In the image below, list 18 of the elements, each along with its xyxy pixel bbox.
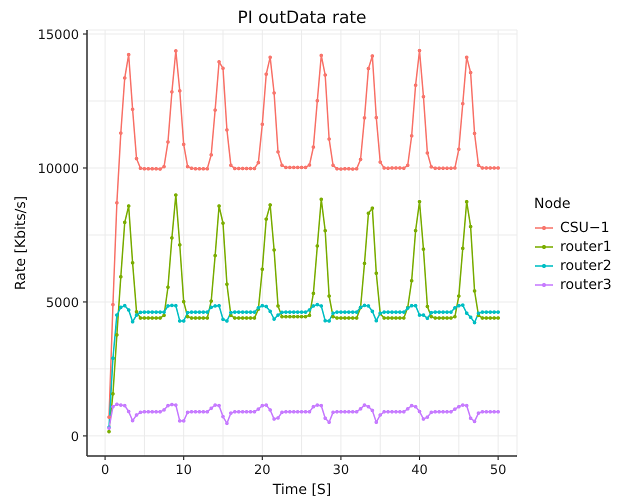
legend-label: router3 <box>560 276 612 292</box>
x-tick-label: 30 <box>332 463 350 478</box>
y-tick-label: 0 <box>70 430 79 445</box>
legend-label: CSU−1 <box>560 220 610 236</box>
legend-label: router2 <box>560 258 612 274</box>
y-tick-label: 5000 <box>46 296 79 311</box>
x-tick-label: 10 <box>175 463 192 478</box>
x-axis-title: Time [S] <box>272 482 332 496</box>
x-tick-label: 40 <box>411 463 428 478</box>
legend-title: Node <box>534 196 572 212</box>
legend-label: router1 <box>560 238 612 254</box>
x-tick-label: 0 <box>100 463 110 478</box>
x-tick-label: 20 <box>254 463 271 478</box>
chart-title: PI outData rate <box>236 8 368 28</box>
x-tick-label: 50 <box>490 463 506 478</box>
y-tick-label: 15000 <box>38 28 79 44</box>
y-axis-title: Rate [Kbits/s] <box>12 196 29 290</box>
y-tick-label: 10000 <box>38 162 79 177</box>
